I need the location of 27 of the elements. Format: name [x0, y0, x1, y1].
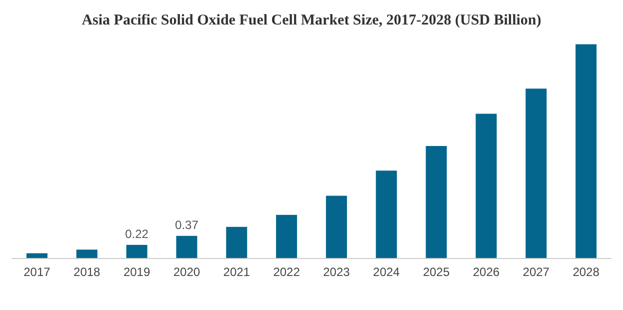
x-tick-label: 2017 — [24, 265, 51, 279]
data-label: 0.22 — [125, 226, 149, 241]
x-tick-label: 2020 — [173, 265, 200, 279]
bar — [376, 170, 397, 258]
bar — [226, 226, 248, 258]
bar — [526, 88, 547, 258]
x-tick-label: 2026 — [472, 265, 500, 279]
bar — [576, 44, 597, 258]
bar — [76, 250, 98, 258]
bar — [276, 214, 298, 258]
chart-title: Asia Pacific Solid Oxide Fuel Cell Market Size, 2017-2028 (USD Billion) — [82, 12, 542, 28]
data-label: 0.37 — [175, 218, 199, 232]
bar — [476, 114, 497, 258]
x-tick-label: 2027 — [522, 265, 550, 279]
x-tick-label: 2024 — [373, 265, 400, 279]
x-tick-label: 2022 — [273, 265, 300, 279]
x-tick-label: 2023 — [323, 265, 350, 279]
x-tick-label: 2019 — [123, 265, 150, 279]
bar — [26, 253, 48, 258]
x-tick-label: 2025 — [422, 265, 450, 279]
bar — [126, 244, 148, 258]
bar — [176, 236, 198, 258]
x-tick-label: 2021 — [223, 265, 250, 279]
bar — [326, 196, 347, 258]
bar — [426, 146, 447, 258]
x-tick-label: 2018 — [74, 265, 101, 279]
x-tick-label: 2028 — [572, 265, 600, 279]
